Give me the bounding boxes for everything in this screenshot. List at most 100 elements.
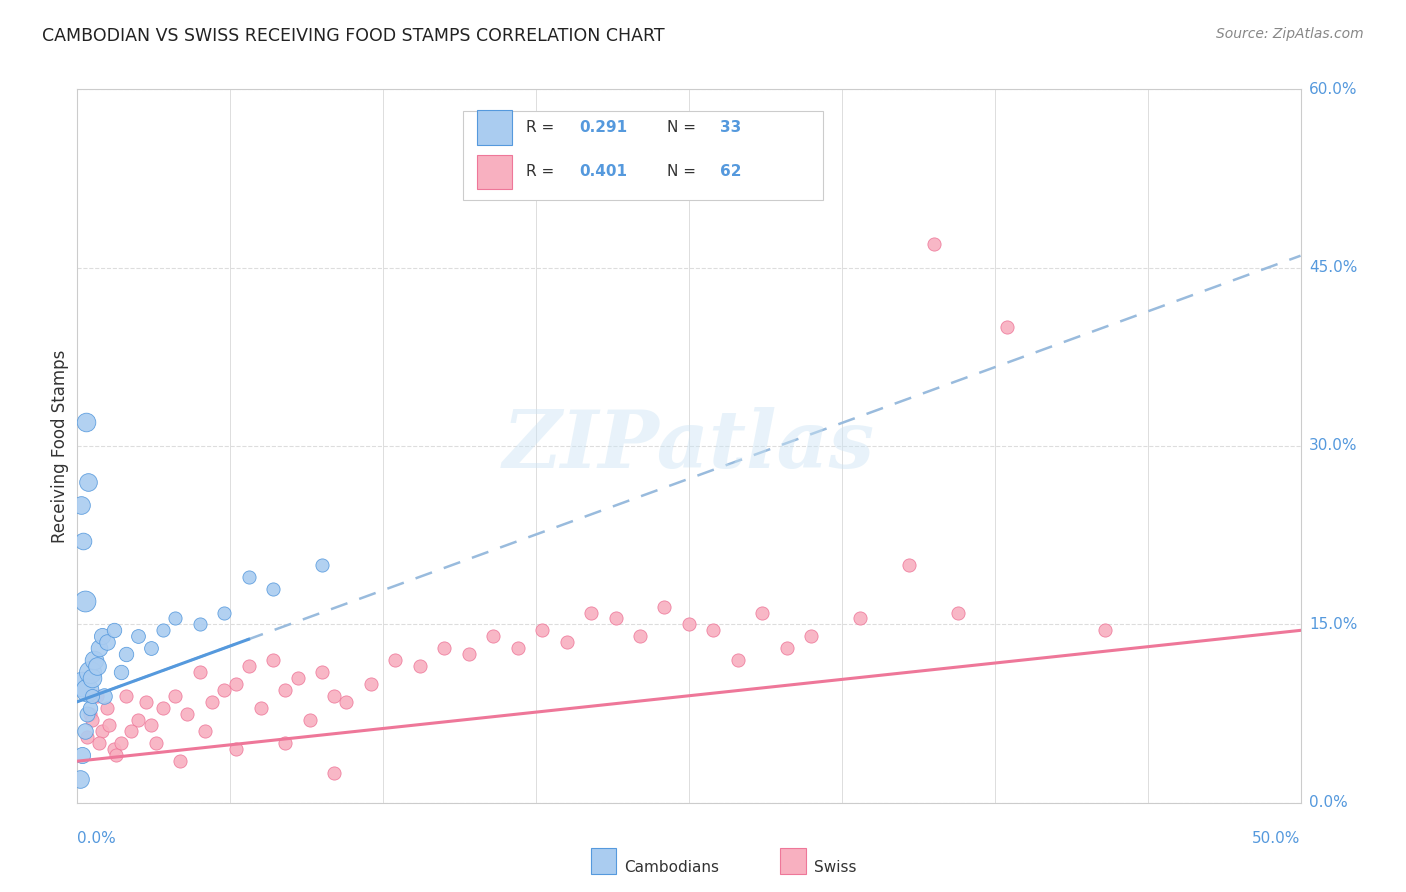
Point [188,665,211,679]
Bar [477,111,512,145]
Point [86,689,108,703]
Point [176,706,198,721]
Point [849,611,872,625]
Text: ZIPatlas: ZIPatlas [503,408,875,484]
Point [165,689,187,703]
Point [457,647,479,661]
Point [702,624,724,638]
Point [262,582,284,596]
Point [96,635,118,649]
Point [152,700,174,714]
Point [75,415,97,429]
Point [433,641,456,656]
Point [531,624,554,638]
Point [262,653,284,667]
Point [139,641,162,656]
Text: 0.291: 0.291 [579,120,627,135]
Point [89,641,111,656]
Point [1094,624,1116,638]
Point [946,606,969,620]
Point [115,689,138,703]
Point [323,689,346,703]
Point [311,665,333,679]
Point [482,629,505,643]
Point [579,606,602,620]
Point [360,677,382,691]
Point [127,629,149,643]
Point [139,718,162,732]
Text: 15.0%: 15.0% [1309,617,1357,632]
Text: 30.0%: 30.0% [1309,439,1357,453]
Point [169,754,191,768]
Point [800,629,823,643]
Point [922,236,945,251]
Point [72,534,94,549]
Point [70,677,93,691]
Point [188,617,211,632]
Point [727,653,749,667]
Point [165,611,187,625]
Point [73,724,96,739]
Point [212,606,235,620]
Text: Source: ZipAtlas.com: Source: ZipAtlas.com [1216,27,1364,41]
Text: N =: N = [666,164,700,179]
Point [311,558,333,572]
Text: Swiss: Swiss [814,860,856,874]
Point [73,593,96,607]
Point [628,629,651,643]
Point [80,713,103,727]
Point [274,736,297,750]
Point [135,695,157,709]
Point [298,713,321,727]
Y-axis label: Receiving Food Stamps: Receiving Food Stamps [51,350,69,542]
Point [103,742,125,756]
Text: R =: R = [526,164,560,179]
Point [76,731,98,745]
Point [120,724,142,739]
Point [555,635,578,649]
Text: 50.0%: 50.0% [1253,831,1301,847]
Point [79,665,101,679]
Point [83,653,105,667]
Point [409,659,432,673]
Text: 60.0%: 60.0% [1309,82,1357,96]
FancyBboxPatch shape [463,111,824,200]
Point [323,766,346,780]
Point [90,629,112,643]
Point [506,641,529,656]
Point [238,659,260,673]
Text: 0.0%: 0.0% [77,831,117,847]
Point [201,695,224,709]
Point [86,659,108,673]
Point [96,700,118,714]
Point [89,736,111,750]
Point [115,647,138,661]
Point [384,653,406,667]
Text: 33: 33 [720,120,741,135]
Point [80,689,103,703]
Point [70,499,93,513]
Point [225,677,247,691]
Point [76,706,98,721]
Point [145,736,167,750]
Point [212,682,235,697]
Point [776,641,799,656]
Point [995,320,1018,334]
Point [76,682,98,697]
Point [605,611,627,625]
Text: CAMBODIAN VS SWISS RECEIVING FOOD STAMPS CORRELATION CHART: CAMBODIAN VS SWISS RECEIVING FOOD STAMPS… [42,27,665,45]
Point [678,617,700,632]
Point [225,742,247,756]
Point [751,606,773,620]
Point [152,624,174,638]
Text: N =: N = [666,120,700,135]
Point [77,475,100,489]
Point [105,748,128,763]
Text: 62: 62 [720,164,741,179]
Text: Cambodians: Cambodians [624,860,720,874]
Point [127,713,149,727]
Point [79,700,101,714]
Point [110,665,132,679]
Bar [477,155,512,189]
Point [80,671,103,685]
